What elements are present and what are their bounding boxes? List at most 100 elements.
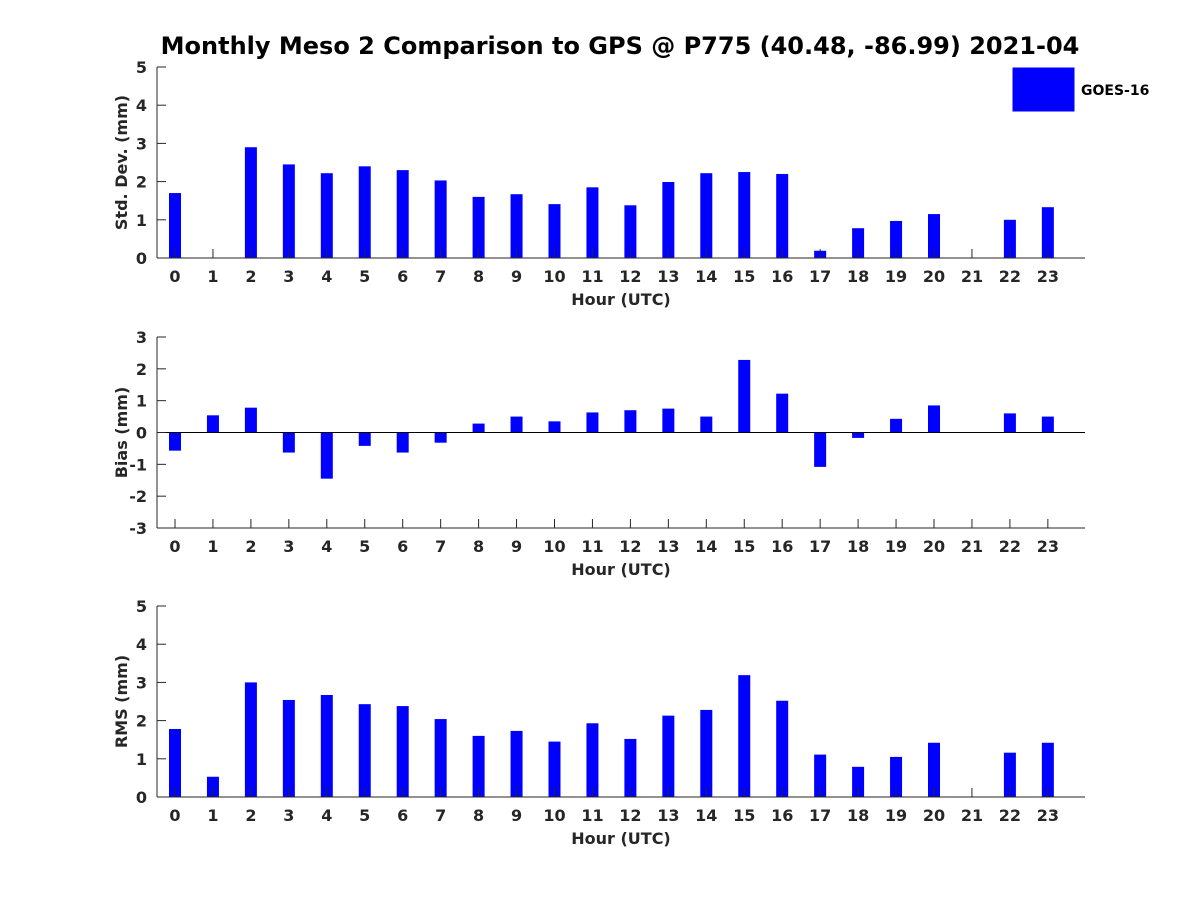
y-axis-label: Std. Dev. (mm): [112, 95, 131, 230]
bar-panel3-hour-6: [396, 706, 409, 797]
bar-panel3-hour-17: [814, 754, 827, 797]
bar-panel2-hour-8: [472, 423, 485, 433]
bar-panel3-hour-7: [434, 719, 447, 797]
bar-panel1-hour-11: [586, 187, 599, 258]
bar-panel3-hour-4: [320, 695, 333, 797]
bar-panel3-hour-3: [282, 699, 295, 797]
y-tick-label: -2: [129, 487, 147, 506]
x-tick-label: 13: [657, 267, 679, 286]
bar-panel3-hour-1: [206, 776, 219, 797]
x-tick-label: 1: [207, 806, 218, 825]
x-tick-label: 4: [321, 267, 332, 286]
x-tick-label: 16: [771, 267, 793, 286]
x-tick-label: 17: [809, 537, 831, 556]
x-tick-label: 14: [695, 267, 717, 286]
x-tick-label: 17: [809, 267, 831, 286]
x-tick-label: 16: [771, 537, 793, 556]
x-tick-label: 5: [359, 267, 370, 286]
x-tick-label: 23: [1037, 806, 1059, 825]
x-tick-label: 14: [695, 806, 717, 825]
bar-panel2-hour-13: [662, 408, 675, 433]
bar-panel1-hour-12: [624, 205, 637, 258]
bar-panel2-hour-4: [320, 432, 333, 479]
x-tick-label: 1: [207, 537, 218, 556]
x-tick-label: 10: [543, 267, 565, 286]
legend-label: GOES-16: [1081, 83, 1149, 99]
y-tick-label: 3: [136, 673, 147, 692]
bar-panel2-hour-18: [852, 432, 865, 438]
bar-panel3-hour-12: [624, 738, 637, 797]
y-tick-label: 0: [136, 424, 147, 443]
x-tick-label: 18: [847, 806, 869, 825]
bar-panel3-hour-19: [890, 756, 903, 797]
y-tick-label: 5: [136, 58, 147, 77]
bar-panel1-hour-18: [852, 228, 865, 258]
bar-panel3-hour-20: [928, 742, 940, 797]
bar-panel1-hour-23: [1041, 207, 1054, 258]
bar-panel2-hour-19: [890, 418, 903, 433]
bar-panel2-hour-2: [244, 407, 257, 433]
y-tick-label: 3: [136, 134, 147, 153]
x-tick-label: 19: [885, 806, 907, 825]
x-tick-label: 6: [397, 537, 408, 556]
bar-panel3-hour-11: [586, 723, 599, 797]
x-tick-label: 13: [657, 806, 679, 825]
x-tick-label: 0: [169, 267, 180, 286]
y-tick-label: 4: [136, 96, 147, 115]
x-tick-label: 3: [283, 537, 294, 556]
x-tick-label: 20: [923, 537, 945, 556]
x-tick-label: 15: [733, 806, 755, 825]
y-tick-label: 5: [136, 597, 147, 616]
x-tick-label: 2: [245, 806, 256, 825]
x-tick-label: 22: [999, 806, 1021, 825]
x-tick-label: 11: [581, 537, 603, 556]
bar-panel1-hour-6: [396, 170, 409, 258]
x-tick-label: 10: [543, 537, 565, 556]
bar-panel2-hour-6: [396, 432, 409, 453]
y-tick-label: 4: [136, 635, 147, 654]
x-tick-label: 2: [245, 537, 256, 556]
x-tick-label: 15: [733, 537, 755, 556]
bar-panel3-hour-15: [738, 675, 751, 797]
y-tick-label: -1: [129, 455, 147, 474]
x-axis-label: Hour (UTC): [571, 290, 671, 309]
bar-panel3-hour-5: [358, 704, 371, 797]
bar-panel1-hour-7: [434, 180, 447, 258]
bar-panel3-hour-0: [169, 729, 181, 797]
y-tick-label: 0: [136, 249, 147, 268]
legend: GOES-16: [1012, 67, 1149, 112]
x-axis-label: Hour (UTC): [571, 829, 671, 848]
bar-panel2-hour-7: [434, 432, 447, 443]
x-tick-label: 15: [733, 267, 755, 286]
bar-panel2-hour-23: [1041, 416, 1054, 433]
bar-panel1-hour-22: [1003, 219, 1016, 258]
x-tick-label: 1: [207, 267, 218, 286]
x-tick-label: 0: [169, 537, 180, 556]
x-axis-label: Hour (UTC): [571, 560, 671, 579]
bar-panel2-hour-15: [738, 359, 751, 433]
bar-panel2-hour-16: [776, 393, 789, 433]
bar-panel1-hour-9: [510, 194, 523, 258]
y-tick-label: 0: [136, 788, 147, 807]
x-tick-label: 7: [435, 806, 446, 825]
bar-panel3-hour-10: [548, 741, 561, 797]
x-tick-label: 12: [619, 537, 641, 556]
x-tick-label: 4: [321, 537, 332, 556]
bar-panel1-hour-19: [890, 220, 903, 258]
x-tick-label: 5: [359, 806, 370, 825]
x-tick-label: 21: [961, 537, 983, 556]
bar-panel1-hour-10: [548, 204, 561, 258]
bar-panel1-hour-16: [776, 173, 789, 258]
x-tick-label: 20: [923, 806, 945, 825]
x-tick-label: 22: [999, 267, 1021, 286]
bar-panel2-hour-20: [928, 405, 940, 433]
y-tick-label: 1: [136, 211, 147, 230]
x-tick-label: 10: [543, 806, 565, 825]
x-tick-label: 13: [657, 537, 679, 556]
bar-panel2-hour-5: [358, 432, 371, 446]
